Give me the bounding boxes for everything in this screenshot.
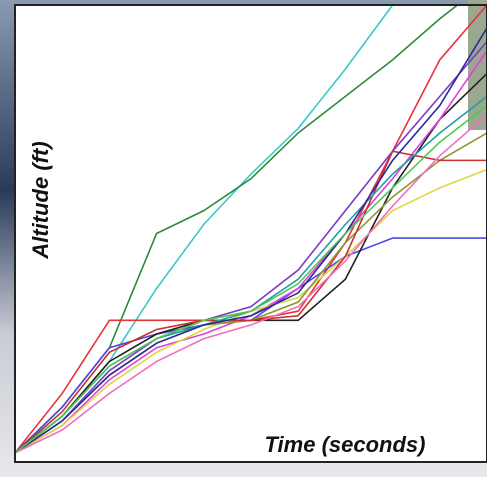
- plot-area: [15, 5, 487, 462]
- x-axis-label: Time (seconds): [265, 432, 426, 457]
- chart: Altitude (ft) Time (seconds): [0, 0, 487, 477]
- y-axis-label: Altitude (ft): [28, 141, 53, 259]
- page: {"chart_data": {"type": "line", "y_label…: [0, 0, 487, 477]
